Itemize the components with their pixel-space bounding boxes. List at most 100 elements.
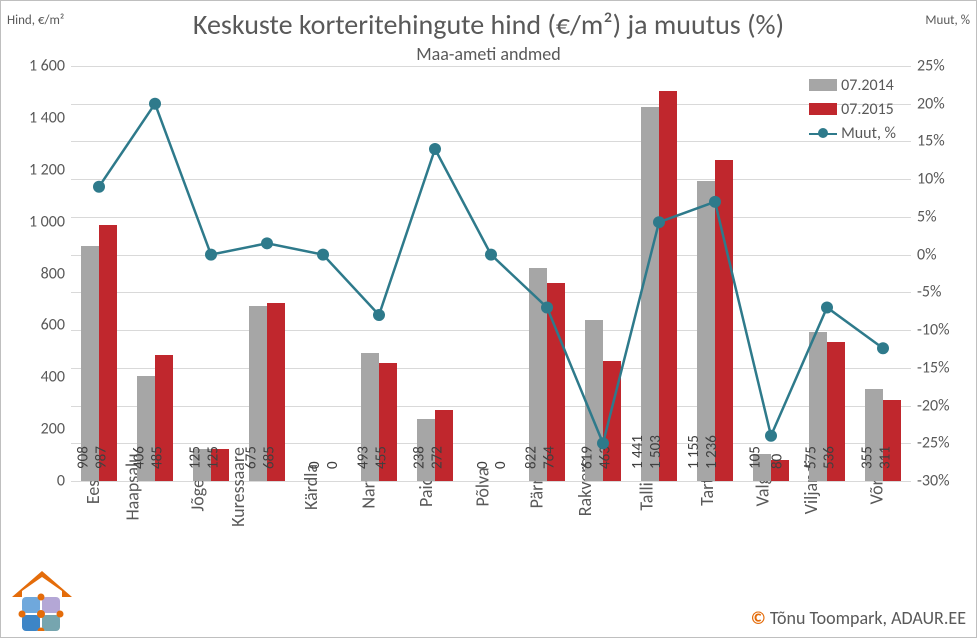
ytick-right: -25% xyxy=(911,434,950,453)
xtick-label: Viljandi xyxy=(800,481,854,509)
ytick-right: 5% xyxy=(911,207,937,226)
xtick-label: Paide xyxy=(415,481,455,509)
ytick-right: -10% xyxy=(911,321,950,340)
legend-label: Muut, % xyxy=(841,124,896,143)
xtick-label: Rakvere xyxy=(574,481,632,509)
bar xyxy=(659,91,677,481)
legend-item: 07.2014 xyxy=(809,73,896,97)
chart-subtitle: Maa-ameti andmed xyxy=(1,43,976,65)
legend-swatch xyxy=(809,103,837,115)
grid-line xyxy=(71,255,911,256)
ytick-left: 800 xyxy=(41,264,71,283)
bar-value-label: 822 xyxy=(522,446,540,469)
ytick-right: -5% xyxy=(911,283,941,302)
legend: 07.2014 07.2015 Muut, % xyxy=(809,73,896,145)
bar-value-label: 493 xyxy=(354,446,372,469)
line-marker xyxy=(93,181,105,193)
copyright-icon: © xyxy=(751,607,766,629)
xtick-label: Tallinn xyxy=(635,481,682,509)
line-series xyxy=(71,66,911,481)
grid-line xyxy=(71,292,911,293)
bar-value-label: 125 xyxy=(186,446,204,469)
ytick-left: 0 xyxy=(57,472,71,491)
legend-label: 07.2015 xyxy=(841,100,894,119)
bar-value-label: 1 155 xyxy=(685,435,703,469)
bar-value-label: 311 xyxy=(877,446,895,469)
ytick-left: 1 000 xyxy=(29,212,71,231)
xtick-label: Tartu xyxy=(696,481,734,509)
legend-label: 07.2014 xyxy=(841,76,894,95)
grid-line xyxy=(71,443,911,444)
line-marker xyxy=(877,342,889,354)
bar-value-label: 125 xyxy=(205,446,223,469)
ytick-right: -20% xyxy=(911,396,950,415)
bar-value-label: 1 236 xyxy=(703,435,721,469)
legend-line-icon xyxy=(809,127,837,139)
grid-line xyxy=(71,368,911,369)
credit-text: © Tõnu Toompark, ADAUR.EE xyxy=(749,607,968,629)
xtick-label: Haapsalu xyxy=(121,481,188,509)
ytick-left: 1 200 xyxy=(29,160,71,179)
grid-line xyxy=(71,66,911,67)
bar-value-label: 764 xyxy=(541,446,559,469)
ytick-left: 600 xyxy=(41,316,71,335)
line-marker xyxy=(765,430,777,442)
xtick-label: Võru xyxy=(866,481,901,509)
ytick-right: 20% xyxy=(911,94,945,113)
ytick-left: 400 xyxy=(41,368,71,387)
legend-item: 07.2015 xyxy=(809,97,896,121)
grid-line xyxy=(71,179,911,180)
bar xyxy=(715,160,733,481)
xtick-label: Kuressaare xyxy=(227,481,307,509)
bar-value-label: 619 xyxy=(578,446,596,469)
xtick-label: Narva xyxy=(357,481,400,509)
xtick-label: Põlva xyxy=(471,481,510,509)
line-marker xyxy=(429,143,441,155)
ytick-left: 1 600 xyxy=(29,57,71,76)
bar-value-label: 575 xyxy=(802,446,820,469)
bar-value-label: 0 xyxy=(324,461,342,469)
xtick-label: Pärnu xyxy=(526,481,569,509)
ytick-right: 0% xyxy=(911,245,937,264)
credit-author: Tõnu Toompark, ADAUR.EE xyxy=(770,607,966,629)
bar-value-label: 0 xyxy=(474,461,492,469)
bar-value-label: 463 xyxy=(597,446,615,469)
bar-value-label: 0 xyxy=(306,461,324,469)
bar-value-label: 105 xyxy=(746,446,764,469)
bar-value-label: 685 xyxy=(261,446,279,469)
ytick-right: -30% xyxy=(911,472,950,491)
grid-line xyxy=(71,104,911,105)
line-marker xyxy=(261,237,273,249)
logo-icon xyxy=(7,569,77,631)
chart-container: Hind, €/m² Muut, % Keskuste korteritehin… xyxy=(0,0,977,638)
grid-line xyxy=(71,406,911,407)
bar-value-label: 536 xyxy=(821,446,839,469)
bar-value-label: 80 xyxy=(769,454,787,469)
plot-area: -30%-25%-20%-15%-10%-5%0%5%10%15%20%25%0… xyxy=(71,66,911,481)
bar-value-label: 406 xyxy=(130,446,148,469)
ytick-right: 10% xyxy=(911,170,945,189)
bar-value-label: 675 xyxy=(242,446,260,469)
legend-item: Muut, % xyxy=(809,121,896,145)
bar xyxy=(641,107,659,481)
ytick-right: 15% xyxy=(911,132,945,151)
bar-value-label: 455 xyxy=(373,446,391,469)
xtick-label: Valga xyxy=(752,481,791,509)
bar-value-label: 355 xyxy=(858,446,876,469)
bar-value-label: 908 xyxy=(74,446,92,469)
grid-line xyxy=(71,217,911,218)
legend-swatch xyxy=(809,79,837,91)
bar-value-label: 1 503 xyxy=(647,435,665,469)
line-marker xyxy=(373,309,385,321)
bar xyxy=(99,225,117,481)
bar-value-label: 987 xyxy=(93,446,111,469)
bar-value-label: 0 xyxy=(492,461,510,469)
bar-value-label: 238 xyxy=(410,446,428,469)
ytick-left: 200 xyxy=(41,420,71,439)
line-marker xyxy=(821,301,833,313)
bar-value-label: 485 xyxy=(149,446,167,469)
bar-value-label: 1 441 xyxy=(629,435,647,469)
xtick-label: Kärdla xyxy=(300,481,346,509)
chart-title: Keskuste korteritehingute hind (€/m²) ja… xyxy=(1,7,976,42)
grid-line xyxy=(71,141,911,142)
